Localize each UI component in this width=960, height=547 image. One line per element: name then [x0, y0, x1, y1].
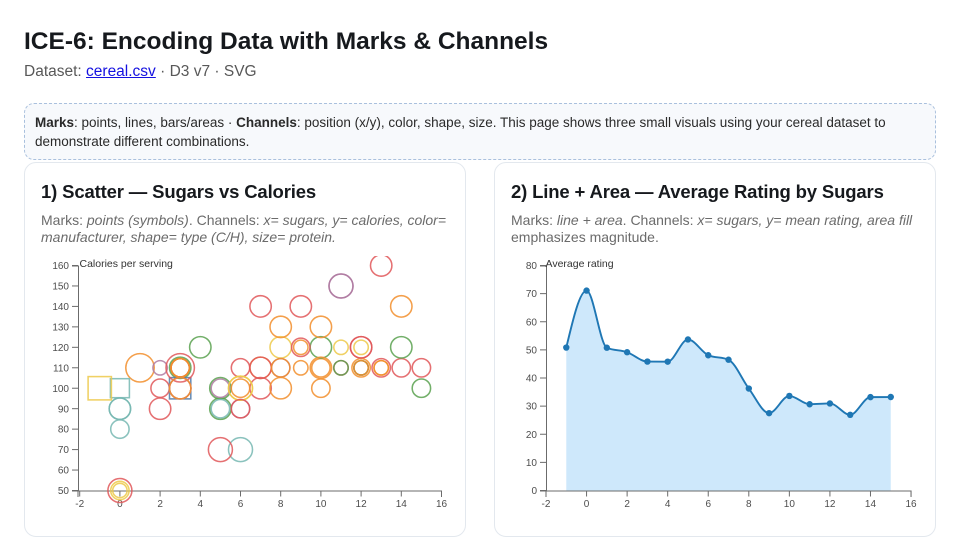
- svg-text:30: 30: [526, 401, 538, 412]
- svg-text:120: 120: [52, 342, 69, 353]
- svg-text:16: 16: [436, 499, 448, 510]
- svg-text:0: 0: [117, 499, 123, 510]
- svg-text:10: 10: [315, 499, 327, 510]
- svg-text:2: 2: [624, 499, 630, 510]
- svg-text:8: 8: [746, 499, 752, 510]
- svg-text:80: 80: [58, 424, 70, 435]
- svg-text:70: 70: [58, 445, 70, 456]
- svg-text:14: 14: [396, 499, 408, 510]
- svg-text:90: 90: [58, 404, 70, 415]
- svg-text:140: 140: [52, 302, 69, 313]
- svg-text:70: 70: [526, 289, 538, 300]
- svg-text:60: 60: [526, 317, 538, 328]
- svg-text:50: 50: [526, 345, 538, 356]
- svg-text:14: 14: [865, 499, 877, 510]
- svg-text:6: 6: [705, 499, 711, 510]
- svg-text:160: 160: [52, 261, 69, 272]
- svg-text:50: 50: [58, 486, 70, 497]
- svg-text:-2: -2: [75, 499, 84, 510]
- svg-text:6: 6: [238, 499, 244, 510]
- svg-text:130: 130: [52, 322, 69, 333]
- svg-text:0: 0: [531, 486, 537, 497]
- svg-text:80: 80: [526, 261, 538, 272]
- svg-text:-2: -2: [542, 499, 551, 510]
- svg-text:12: 12: [356, 499, 368, 510]
- svg-text:10: 10: [526, 457, 538, 468]
- svg-text:12: 12: [824, 499, 836, 510]
- svg-text:Calories per serving: Calories per serving: [80, 257, 174, 269]
- svg-text:2: 2: [157, 499, 163, 510]
- svg-text:60: 60: [58, 465, 70, 476]
- svg-text:150: 150: [52, 281, 69, 292]
- svg-text:8: 8: [278, 499, 284, 510]
- svg-text:0: 0: [584, 499, 590, 510]
- svg-text:10: 10: [784, 499, 796, 510]
- svg-text:4: 4: [665, 499, 671, 510]
- svg-text:110: 110: [53, 363, 69, 374]
- svg-text:Average rating: Average rating: [546, 257, 614, 269]
- svg-text:100: 100: [52, 383, 69, 394]
- svg-text:20: 20: [526, 429, 538, 440]
- svg-text:16: 16: [905, 499, 917, 510]
- svg-text:4: 4: [198, 499, 204, 510]
- svg-text:40: 40: [526, 373, 538, 384]
